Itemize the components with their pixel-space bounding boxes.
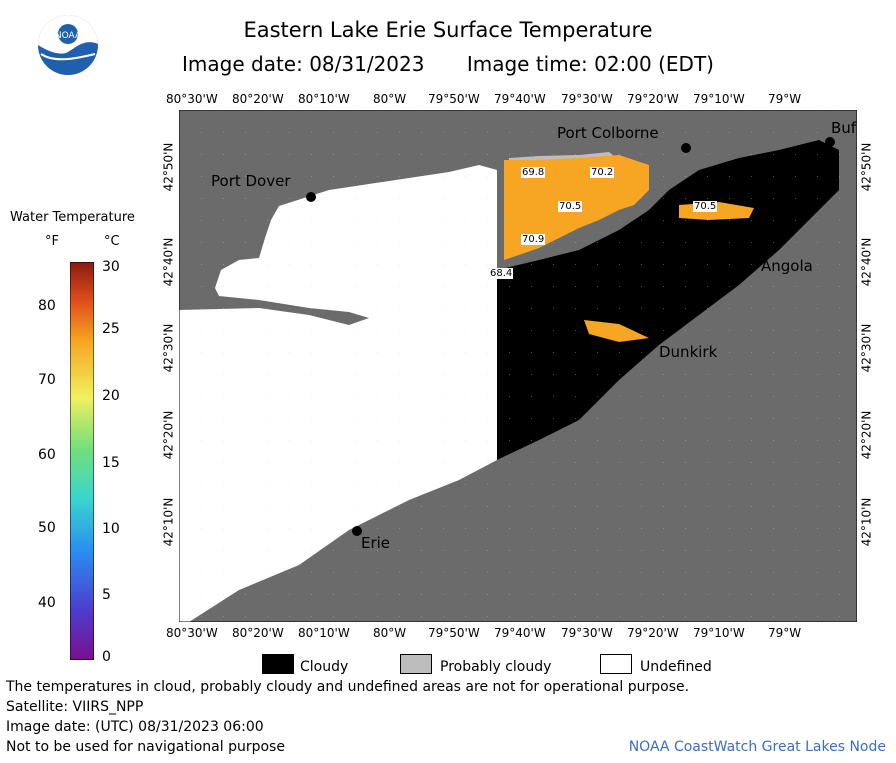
lon-label: 79°30'W xyxy=(561,92,613,106)
legend-unit-c: °C xyxy=(104,234,120,249)
temperature-reading: 70.5 xyxy=(558,201,583,212)
angola-marker xyxy=(754,249,764,259)
legend-c-tick: 30 xyxy=(102,259,120,275)
lat-label: 42°40'N xyxy=(859,237,874,287)
color-scale-bar xyxy=(70,262,94,660)
lon-label: 79°10'W xyxy=(693,626,745,640)
lon-label: 79°W xyxy=(768,626,802,640)
lon-label: 79°50'W xyxy=(428,92,480,106)
place-label-buffalo: Buf xyxy=(831,119,857,137)
lon-label: 80°20'W xyxy=(232,626,284,640)
buffalo-marker xyxy=(825,137,835,147)
lat-label: 42°30'N xyxy=(859,323,874,373)
disclaimer-text: The temperatures in cloud, probably clou… xyxy=(6,679,690,695)
lon-label: 79°40'W xyxy=(494,92,546,106)
legend-f-tick: 40 xyxy=(38,595,56,611)
satellite-text: Satellite: VIIRS_NPP xyxy=(6,699,144,715)
probably-cloudy-swatch xyxy=(400,654,432,674)
undefined-swatch xyxy=(600,654,632,674)
cloudy-swatch xyxy=(262,654,294,674)
lat-label: 42°30'N xyxy=(161,323,176,373)
temperature-reading: 70.9 xyxy=(521,234,546,245)
navigation-warning: Not to be used for navigational purpose xyxy=(6,739,285,755)
image-datetime: Image date: 08/31/2023 Image time: 02:00… xyxy=(0,52,896,76)
temperature-reading: 70.2 xyxy=(590,167,615,178)
legend-f-tick: 60 xyxy=(38,447,56,463)
legend-c-tick: 25 xyxy=(102,321,120,337)
legend-unit-f: °F xyxy=(45,234,59,249)
dunkirk-marker xyxy=(650,335,660,345)
probably-cloudy-label: Probably cloudy xyxy=(440,659,552,675)
lon-label: 80°10'W xyxy=(298,626,350,640)
lon-label: 80°30'W xyxy=(166,92,218,106)
lon-label: 79°W xyxy=(768,92,802,106)
logo-text: NOAA xyxy=(55,31,82,41)
lat-label: 42°10'N xyxy=(161,497,176,547)
lat-label: 42°50'N xyxy=(161,142,176,192)
lon-label: 80°30'W xyxy=(166,626,218,640)
credit-text: NOAA CoastWatch Great Lakes Node xyxy=(628,739,886,755)
lon-label: 80°20'W xyxy=(232,92,284,106)
legend-c-tick: 10 xyxy=(102,521,120,537)
cloudy-label: Cloudy xyxy=(300,659,349,675)
lat-label: 42°20'N xyxy=(161,410,176,460)
legend-c-tick: 15 xyxy=(102,455,120,471)
lon-label: 79°40'W xyxy=(494,626,546,640)
temperature-reading: 69.8 xyxy=(521,167,546,178)
lake-erie-map xyxy=(179,110,857,622)
legend-f-tick: 80 xyxy=(38,298,56,314)
lon-label: 79°20'W xyxy=(627,92,679,106)
port-colborne-marker xyxy=(681,143,691,153)
legend-c-tick: 0 xyxy=(102,649,111,665)
lon-label: 80°10'W xyxy=(298,92,350,106)
lat-label: 42°10'N xyxy=(859,497,874,547)
lon-label: 79°20'W xyxy=(627,626,679,640)
lon-label: 79°10'W xyxy=(693,92,745,106)
lat-label: 42°20'N xyxy=(859,410,874,460)
place-label-dunkirk: Dunkirk xyxy=(659,343,718,361)
lon-label: 80°W xyxy=(373,626,407,640)
legend-c-tick: 20 xyxy=(102,388,120,404)
erie-marker xyxy=(352,526,362,536)
place-label-port-colborne: Port Colborne xyxy=(557,124,659,142)
place-label-port-dover: Port Dover xyxy=(211,172,291,190)
temperature-reading: 70.5 xyxy=(693,201,718,212)
image-date: Image date: 08/31/2023 xyxy=(182,52,425,76)
page-title: Eastern Lake Erie Surface Temperature xyxy=(243,18,653,42)
legend-f-tick: 50 xyxy=(38,520,56,536)
image-time: Image time: 02:00 (EDT) xyxy=(466,52,714,76)
utc-date-text: Image date: (UTC) 08/31/2023 06:00 xyxy=(6,719,264,735)
legend-title: Water Temperature xyxy=(10,210,135,225)
lon-label: 79°30'W xyxy=(561,626,613,640)
undefined-label: Undefined xyxy=(640,659,712,675)
lon-label: 79°50'W xyxy=(428,626,480,640)
lon-label: 80°W xyxy=(373,92,407,106)
temperature-reading: 68.4 xyxy=(489,268,514,279)
lat-label: 42°40'N xyxy=(161,237,176,287)
legend-c-tick: 5 xyxy=(102,587,111,603)
port-dover-marker xyxy=(306,192,316,202)
legend-f-tick: 70 xyxy=(38,372,56,388)
place-label-angola: Angola xyxy=(761,257,813,275)
place-label-erie: Erie xyxy=(361,534,391,552)
lat-label: 42°50'N xyxy=(859,142,874,192)
noaa-logo-icon: NOAA xyxy=(38,15,98,75)
